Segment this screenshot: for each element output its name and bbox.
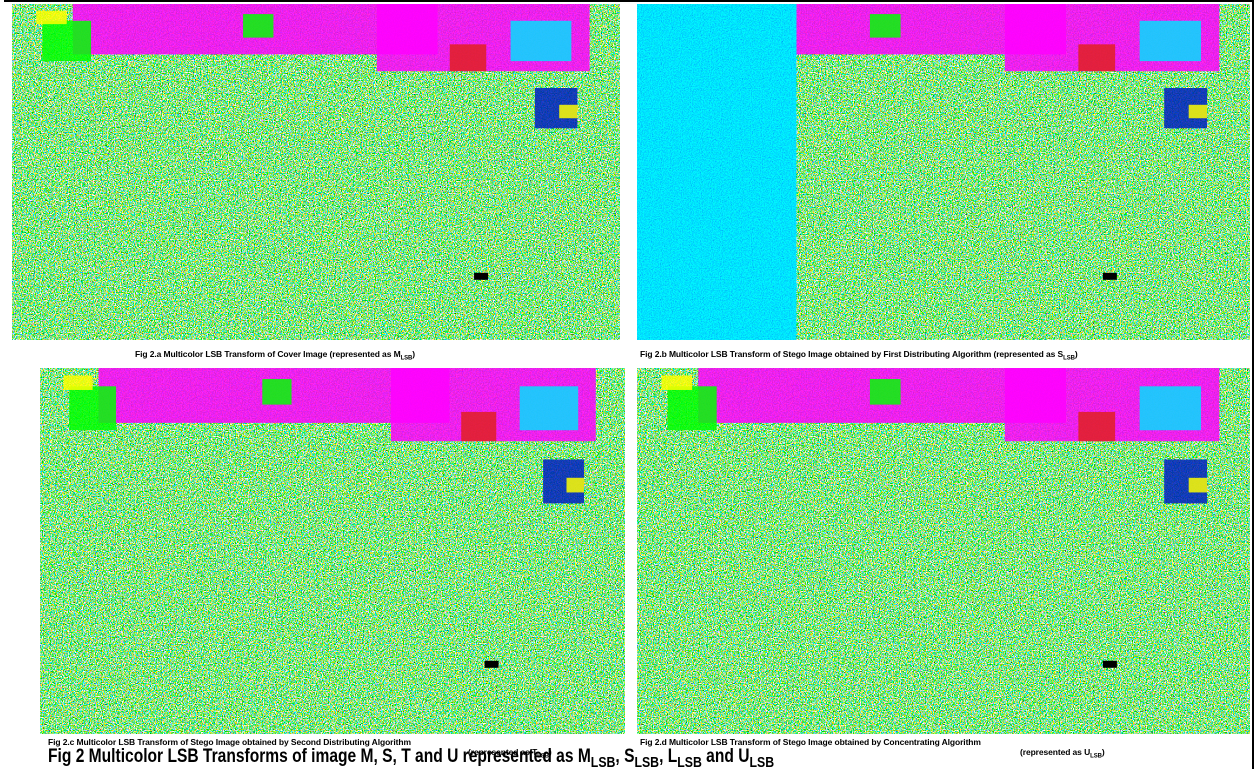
caption-text: (represented as: [468, 747, 530, 757]
color-region: [1139, 20, 1201, 62]
panel-caption: Fig 2.b Multicolor LSB Transform of Steg…: [640, 349, 1078, 362]
color-region: [63, 375, 93, 390]
color-region: [667, 386, 717, 431]
caption-text: Fig 2 Multicolor LSB Transforms of image…: [48, 746, 574, 767]
color-region: [1139, 386, 1201, 431]
symbol: M: [577, 746, 591, 767]
embedded-region: [637, 4, 797, 340]
color-region: [661, 375, 693, 390]
subscript: LSB: [677, 754, 702, 771]
noise-image: [637, 4, 1250, 340]
dark-mark: [1102, 660, 1117, 668]
color-region: [449, 44, 487, 72]
closing: ): [1074, 349, 1078, 359]
panel-caption: Fig 2.d Multicolor LSB Transform of Steg…: [640, 737, 1105, 760]
symbol: M: [393, 349, 401, 359]
caption-text: Fig 2.c Multicolor LSB Transform of Steg…: [48, 737, 411, 747]
figure-caption: Fig 2 Multicolor LSB Transforms of image…: [48, 746, 774, 771]
color-region: [559, 104, 578, 119]
color-region: [510, 20, 572, 62]
symbol: U: [1084, 747, 1091, 757]
subscript: LSB: [590, 754, 616, 771]
color-region: [566, 477, 585, 493]
joiner: and: [706, 746, 734, 767]
color-region: [1078, 44, 1116, 72]
panel-caption: Fig 2.c Multicolor LSB Transform of Steg…: [48, 737, 552, 760]
subscript: LSB: [1090, 753, 1102, 760]
subscript: LSB: [537, 753, 549, 760]
color-region: [1188, 104, 1208, 119]
figure-frame: [4, 0, 1254, 769]
color-region: [1078, 411, 1116, 442]
subscript: LSB: [634, 754, 660, 771]
caption-text: Fig 2.b Multicolor LSB Transform of Steg…: [640, 349, 1056, 359]
color-region: [243, 14, 274, 38]
noise-image: [637, 368, 1250, 734]
caption-text: (represented as: [1020, 747, 1082, 757]
noise-image: [40, 368, 625, 734]
symbol: S: [1057, 349, 1064, 359]
subscript: LSB: [1063, 355, 1075, 362]
color-region: [262, 378, 292, 405]
dark-mark: [484, 660, 499, 668]
noise-image: [12, 4, 620, 340]
color-region: [869, 14, 901, 38]
caption-text: Fig 2.a Multicolor LSB Transform of Cove…: [135, 349, 392, 359]
color-region: [461, 411, 497, 442]
symbol: U: [738, 746, 750, 767]
joiner: ,: [659, 746, 664, 767]
color-region: [519, 386, 579, 431]
dark-mark: [1102, 272, 1117, 280]
color-region: [1188, 477, 1208, 493]
symbol: T: [532, 747, 538, 757]
dark-mark: [474, 272, 489, 280]
subscript: LSB: [400, 355, 413, 362]
joiner: ,: [615, 746, 620, 767]
symbol: S: [624, 746, 635, 767]
color-region: [69, 386, 117, 431]
closing: ): [412, 349, 416, 359]
color-region: [869, 378, 901, 405]
symbol: L: [667, 746, 678, 767]
closing: ): [548, 747, 552, 757]
color-region: [42, 20, 92, 62]
color-region: [36, 10, 67, 25]
caption-text: Fig 2.d Multicolor LSB Transform of Steg…: [640, 737, 981, 747]
panel-caption: Fig 2.a Multicolor LSB Transform of Cove…: [135, 349, 415, 362]
closing: ): [1101, 747, 1105, 757]
subscript: LSB: [749, 754, 775, 771]
